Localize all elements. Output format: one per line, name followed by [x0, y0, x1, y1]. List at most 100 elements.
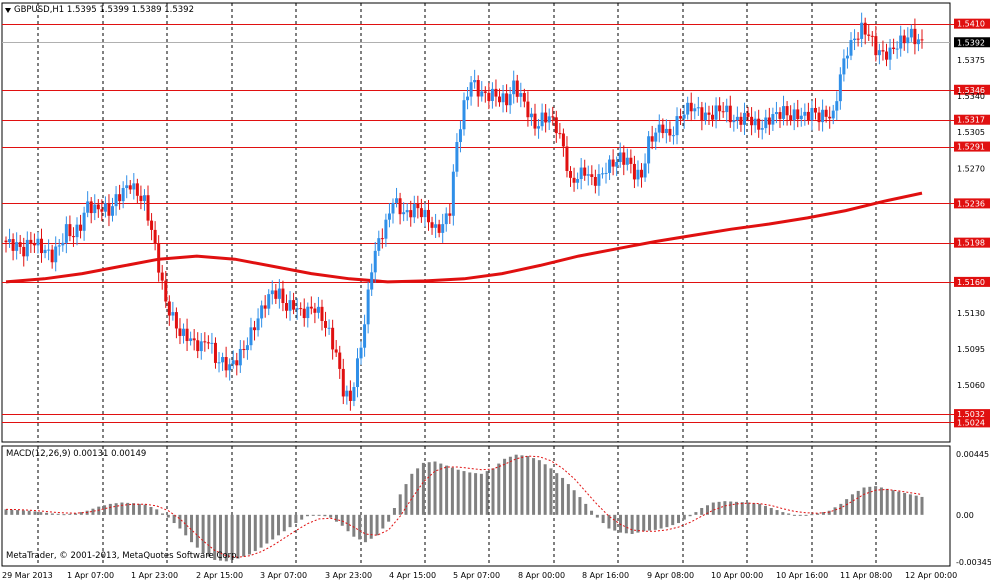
candle-body[interactable]: [387, 213, 391, 220]
candle-body[interactable]: [824, 109, 828, 117]
candle-body[interactable]: [799, 115, 803, 120]
candle-body[interactable]: [402, 212, 406, 215]
candle-body[interactable]: [760, 128, 764, 130]
candle-body[interactable]: [309, 306, 313, 309]
candle-body[interactable]: [96, 204, 100, 210]
candle-body[interactable]: [828, 116, 832, 119]
candle-body[interactable]: [68, 224, 72, 237]
candle-body[interactable]: [608, 159, 612, 173]
candle-body[interactable]: [561, 133, 565, 147]
triangle-down-icon[interactable]: [5, 8, 11, 13]
candle-body[interactable]: [774, 112, 778, 115]
candle-body[interactable]: [171, 312, 175, 316]
candle-body[interactable]: [522, 93, 526, 102]
candle-body[interactable]: [593, 177, 597, 186]
candle-body[interactable]: [920, 39, 924, 41]
candle-body[interactable]: [661, 124, 665, 134]
candle-body[interactable]: [306, 306, 310, 319]
candle-body[interactable]: [50, 249, 54, 263]
candle-body[interactable]: [249, 327, 253, 346]
candle-body[interactable]: [89, 201, 93, 214]
candle-body[interactable]: [597, 174, 601, 186]
candle-body[interactable]: [863, 22, 867, 35]
candle-body[interactable]: [352, 387, 356, 401]
candle-body[interactable]: [373, 250, 377, 273]
candle-body[interactable]: [327, 327, 331, 329]
candle-body[interactable]: [796, 109, 800, 120]
candle-body[interactable]: [913, 28, 917, 45]
candle-body[interactable]: [813, 107, 817, 113]
candle-body[interactable]: [767, 117, 771, 125]
candle-body[interactable]: [284, 303, 288, 311]
candle-body[interactable]: [689, 102, 693, 112]
candle-body[interactable]: [671, 135, 675, 137]
candle-body[interactable]: [423, 209, 427, 218]
candle-body[interactable]: [36, 238, 40, 246]
candle-body[interactable]: [810, 107, 814, 121]
candle-body[interactable]: [696, 107, 700, 109]
candle-body[interactable]: [22, 246, 26, 257]
candle-body[interactable]: [458, 129, 462, 143]
candle-body[interactable]: [501, 93, 505, 103]
candle-body[interactable]: [153, 229, 157, 244]
candle-body[interactable]: [845, 55, 849, 59]
candle-body[interactable]: [909, 28, 913, 38]
candle-body[interactable]: [849, 40, 853, 56]
candle-body[interactable]: [455, 142, 459, 172]
candle-body[interactable]: [228, 364, 232, 371]
candle-body[interactable]: [537, 126, 541, 129]
candle-body[interactable]: [600, 173, 604, 175]
candle-body[interactable]: [533, 113, 537, 129]
candle-body[interactable]: [4, 240, 8, 243]
candle-body[interactable]: [732, 120, 736, 123]
candle-body[interactable]: [476, 80, 480, 97]
candle-body[interactable]: [512, 80, 516, 95]
candle-body[interactable]: [647, 136, 651, 164]
candle-body[interactable]: [47, 249, 51, 251]
candle-body[interactable]: [363, 324, 367, 348]
candle-body[interactable]: [867, 34, 871, 36]
candle-body[interactable]: [498, 96, 502, 103]
candle-body[interactable]: [231, 360, 235, 365]
candle-body[interactable]: [281, 288, 285, 304]
candle-body[interactable]: [526, 101, 530, 118]
candle-body[interactable]: [324, 320, 328, 328]
candle-body[interactable]: [856, 38, 860, 40]
candle-body[interactable]: [785, 106, 789, 116]
candle-body[interactable]: [345, 390, 349, 397]
candle-body[interactable]: [771, 114, 775, 125]
candle-body[interactable]: [221, 357, 225, 363]
candle-body[interactable]: [419, 208, 423, 218]
candle-body[interactable]: [494, 88, 498, 97]
candle-body[interactable]: [803, 111, 807, 116]
candle-body[interactable]: [380, 238, 384, 240]
candle-body[interactable]: [292, 300, 296, 310]
candle-body[interactable]: [203, 341, 207, 343]
candle-body[interactable]: [313, 308, 317, 313]
candle-body[interactable]: [604, 172, 608, 174]
candle-body[interactable]: [870, 35, 874, 37]
candle-body[interactable]: [111, 206, 115, 216]
candle-body[interactable]: [206, 342, 210, 344]
candle-body[interactable]: [437, 224, 441, 233]
candle-body[interactable]: [334, 349, 338, 353]
candle-body[interactable]: [434, 224, 438, 228]
candle-body[interactable]: [515, 80, 519, 97]
candle-body[interactable]: [348, 390, 352, 401]
candle-body[interactable]: [838, 74, 842, 102]
candle-body[interactable]: [853, 38, 857, 41]
candle-body[interactable]: [25, 239, 29, 257]
candle-body[interactable]: [753, 118, 757, 126]
candle-body[interactable]: [881, 50, 885, 52]
candle-body[interactable]: [444, 213, 448, 225]
candle-body[interactable]: [884, 51, 888, 60]
candle-body[interactable]: [61, 242, 65, 246]
candle-body[interactable]: [707, 112, 711, 115]
candle-body[interactable]: [189, 338, 193, 342]
candle-body[interactable]: [703, 112, 707, 121]
candle-body[interactable]: [569, 170, 573, 178]
candle-body[interactable]: [217, 362, 221, 364]
candle-body[interactable]: [519, 93, 523, 97]
candle-body[interactable]: [632, 163, 636, 180]
candle-body[interactable]: [725, 105, 729, 113]
